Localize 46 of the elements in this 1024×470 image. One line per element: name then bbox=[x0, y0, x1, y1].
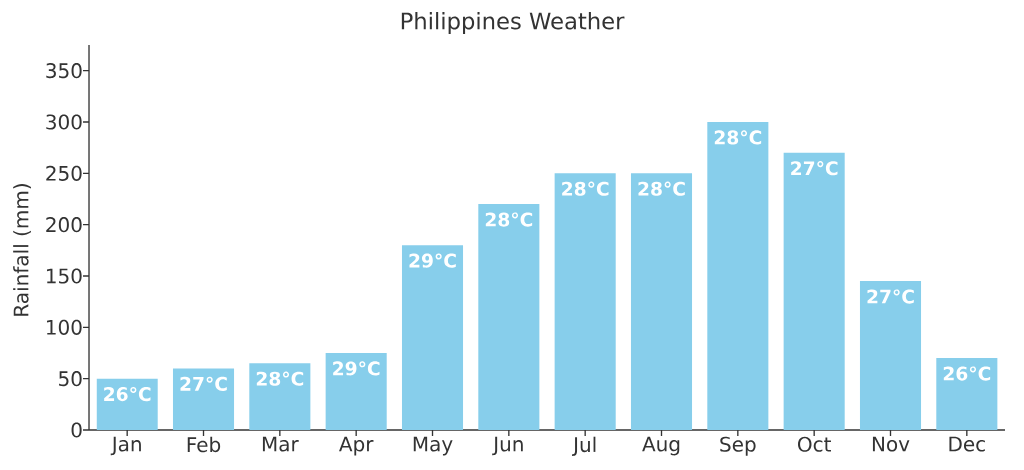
bar bbox=[96, 378, 158, 430]
y-tick-label: 150 bbox=[46, 268, 82, 284]
y-tick-label: 250 bbox=[46, 165, 82, 181]
bar bbox=[249, 363, 311, 430]
y-tick-label: 100 bbox=[46, 319, 82, 335]
bar bbox=[401, 245, 464, 430]
bar bbox=[478, 204, 540, 430]
x-tick-label: Jun bbox=[492, 436, 523, 456]
annotation: 28°C bbox=[714, 130, 762, 145]
bar bbox=[936, 358, 998, 430]
x-tick-label: Apr bbox=[339, 436, 374, 456]
annotation: 26°C bbox=[943, 366, 991, 381]
bar bbox=[554, 173, 616, 430]
x-tick-label: May bbox=[413, 436, 453, 456]
y-tick-label: 0 bbox=[71, 422, 82, 438]
annotation: 29°C bbox=[333, 361, 380, 376]
y-tick-label: 50 bbox=[59, 371, 82, 387]
x-tick-label: Jul bbox=[572, 436, 596, 456]
annotation: 28°C bbox=[485, 212, 533, 227]
x-tick-label: Mar bbox=[262, 436, 299, 452]
x-tick-label: Feb bbox=[187, 436, 221, 453]
annotation: 27°C bbox=[791, 161, 838, 176]
annotation: 28°C bbox=[638, 181, 685, 196]
x-tick-label: Oct bbox=[798, 436, 831, 452]
y-tick-label: 300 bbox=[46, 114, 82, 130]
x-tick-label: Dec bbox=[949, 436, 985, 452]
bar bbox=[172, 368, 235, 430]
x-tick-label: Jan bbox=[110, 436, 141, 456]
annotation: 28°C bbox=[256, 371, 304, 386]
x-tick-label: Aug bbox=[642, 436, 680, 456]
chart-title: Philippines Weather bbox=[401, 12, 625, 34]
annotation: 29°C bbox=[409, 253, 456, 268]
annotation: 28°C bbox=[562, 181, 609, 196]
bar bbox=[783, 152, 845, 430]
annotation: 27°C bbox=[180, 376, 227, 391]
bar bbox=[325, 352, 387, 430]
annotation: 26°C bbox=[104, 386, 151, 402]
x-tick-label: Nov bbox=[872, 436, 910, 452]
bar bbox=[630, 173, 693, 430]
bar bbox=[707, 121, 769, 430]
annotation: 27°C bbox=[867, 289, 914, 304]
y-tick-label: 350 bbox=[46, 63, 82, 79]
x-tick-label: Sep bbox=[720, 436, 756, 456]
y-axis-title: Rainfall (mm) bbox=[13, 184, 31, 316]
y-tick-label: 200 bbox=[46, 217, 82, 233]
bar bbox=[859, 281, 922, 430]
